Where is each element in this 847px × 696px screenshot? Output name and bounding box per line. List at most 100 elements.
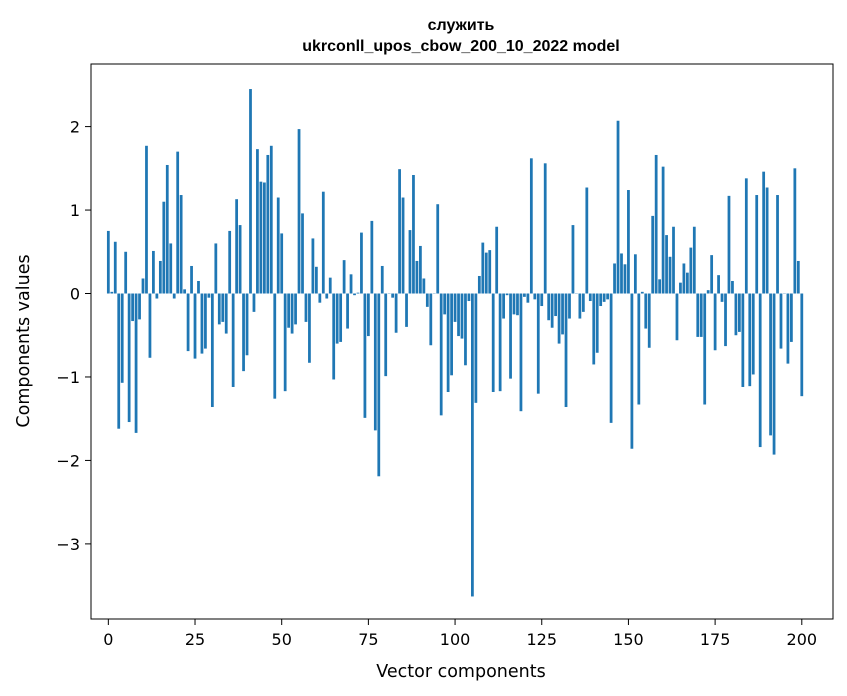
bar [412,175,415,294]
bar [401,197,405,294]
x-tick-label: 0 [103,630,113,649]
bar [509,293,512,379]
bar [204,293,207,349]
bar [120,293,124,383]
bar [536,293,540,394]
bar [623,264,627,294]
bar [713,293,717,351]
bar [557,293,561,344]
bar [644,293,648,329]
bar [498,293,502,392]
bar [169,243,173,294]
bar [786,293,790,364]
bar [467,293,471,302]
bar [391,293,395,298]
bar [221,293,225,322]
bar [592,293,596,365]
bar [394,293,398,333]
bar [751,293,755,375]
bar [519,293,523,412]
bar [415,260,419,294]
bar [325,293,329,299]
bar [349,274,353,294]
x-tick-label: 200 [787,630,818,649]
bar [651,215,655,294]
bar [356,292,360,294]
bar [152,250,155,294]
bar [554,293,557,317]
bar [540,293,544,307]
bar [197,280,200,294]
bar [297,129,301,294]
bar [183,289,186,294]
bar [731,280,734,294]
bar [318,293,322,303]
bar [377,293,381,477]
bar [117,293,121,429]
bar [262,182,266,294]
bar [602,293,606,302]
y-tick-label: 2 [70,118,80,137]
bar [720,293,724,302]
bar [547,293,551,321]
bar [311,238,315,294]
bar [453,293,457,322]
bar [533,293,537,300]
bar [491,293,495,392]
bar [290,293,294,334]
bar [443,293,447,315]
bar [800,293,804,397]
bar [668,256,672,294]
bar [661,166,665,294]
bar [692,226,696,294]
bar [283,293,287,392]
bar [630,293,634,449]
bar [658,279,662,294]
bar [328,277,332,294]
bar [439,293,443,416]
bar [793,168,797,294]
bar [706,290,710,294]
bar [765,187,769,294]
bar [384,293,388,377]
bar [696,293,700,337]
bar [370,220,374,294]
bar [342,260,346,294]
bar [689,247,693,294]
bar [425,293,429,307]
bar [571,225,575,294]
bar [796,260,800,294]
bar [457,293,460,337]
bar [155,293,159,299]
bar [613,263,616,294]
bar [321,191,325,294]
bar [273,293,277,399]
bar [616,120,620,294]
bar [186,293,190,352]
bar [502,293,505,319]
bar [308,293,311,363]
bar [162,201,166,294]
bar [276,197,280,294]
bar [304,293,308,322]
bar [606,293,610,300]
bar [214,243,218,294]
bar [422,278,426,294]
x-tick-label: 25 [185,630,205,649]
bar [488,250,492,294]
bar [238,225,242,294]
bar [141,278,145,294]
x-tick-label: 100 [440,630,471,649]
bar [581,293,585,312]
bar [193,293,197,359]
y-tick-label: −2 [56,451,80,470]
bar [495,226,499,294]
bar [790,293,793,342]
y-tick-label: 1 [70,201,80,220]
bar [148,293,152,358]
bar [568,293,571,319]
bar [471,293,474,597]
bar [405,293,408,327]
bar [110,291,114,294]
bar [172,293,176,299]
